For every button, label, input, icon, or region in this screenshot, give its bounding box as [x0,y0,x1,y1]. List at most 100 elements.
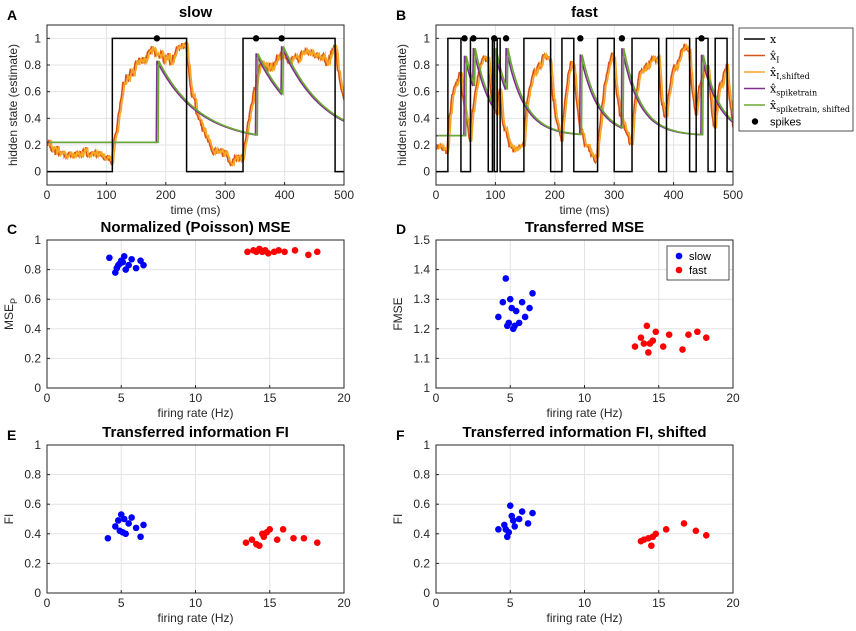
legend: slow fast [666,245,730,281]
scatter-point-fast [648,542,655,549]
x-tick-label: 10 [189,596,203,610]
panel-d: 0 5 10 15 20 1 1.1 1.2 1.3 1.4 1.5 firing rate (Hz)… [391,219,740,420]
scatter-point-fast [248,536,256,544]
scatter-point-slow [125,261,132,269]
panel-e: 0 5 10 15 20 0 0.2 0.4 0.6 0.8 1 firing rate (Hz) FI… [2,424,351,625]
x-tick-label: 200 [545,188,565,202]
hidden-state-line [47,37,344,173]
scatter-point-slow [112,523,119,530]
scatter-point-fast [244,248,251,256]
panel-f: 0 5 10 15 20 0 0.2 0.4 0.6 0.8 1 firing rate (Hz) FI… [391,424,740,625]
legend-marker-slow [675,252,683,260]
legend-spike-marker [751,118,759,125]
legend-label: fast [689,265,707,277]
scatter-point-fast [649,533,657,541]
scatter-point-slow [499,298,507,306]
scatter-point-slow [128,514,135,521]
scatter-point-fast [679,346,686,353]
x-tick-label: 0 [433,188,440,202]
legend-label-sub: I [776,56,779,65]
y-tick-label: 0 [34,381,41,395]
scatter-point-fast [662,526,670,533]
x-axis-label: firing rate (Hz) [157,611,233,625]
scatter-point-fast [702,531,710,539]
scatter-point-slow [106,254,113,262]
scatter-point-fast [659,343,667,350]
x-tick-label: 15 [263,391,277,405]
y-tick-label: 0.8 [413,468,430,482]
y-tick-label: 0.8 [24,263,41,277]
x-tick-label: 400 [275,188,295,202]
y-tick-label: 0.8 [24,468,41,482]
scatter-point-fast [257,247,265,254]
scatter-point-slow [511,322,519,330]
x-tick-label: 400 [664,188,684,202]
panel-title: Transferred information FI, shifted [462,424,706,441]
panel-title: Transferred MSE [525,219,644,236]
scatter-point-fast [665,331,673,339]
y-tick-label: 0.2 [24,556,41,570]
scatter-point-fast [645,349,652,356]
x-tick-label: 0 [44,188,51,202]
legend-label: spikes [770,117,802,129]
y-tick-label: 1 [423,438,430,452]
y-tick-label: 1 [34,31,41,45]
scatter-point-slow [509,517,517,524]
panel-a: 0 100 200 300 400 500 0 0.2 0.4 0.6 0.8 1 time (ms) h… [6,4,354,217]
y-tick-label: 0.2 [413,556,430,570]
scatter-point-fast [256,542,263,549]
panel-title: slow [179,4,213,21]
x-tick-label: 10 [189,391,203,405]
scatter-point-fast [313,539,321,546]
y-tick-label: 1.2 [413,322,430,336]
scatter-point-fast [685,331,692,339]
y-axis-label: MSEP [2,298,19,330]
y-tick-label: 0 [34,165,41,179]
x-axis-label: time (ms) [560,203,610,217]
scatter-point-fast [680,520,688,527]
x-tick-label: 500 [334,188,354,202]
panel-letter: C [7,221,17,237]
scatter-point-slow [511,523,519,530]
y-tick-label: 0.2 [24,138,41,152]
scatter-point-slow [521,313,529,321]
plot-area [106,245,321,276]
scatter-point-fast [300,534,308,542]
spike-marker [698,35,705,42]
scatter-point-fast [305,251,312,259]
y-tick-label: 0.4 [413,527,430,541]
legend-marker-fast [675,266,683,274]
y-axis-label: hidden state (estimate) [6,44,20,166]
x-tick-label: 300 [604,188,624,202]
scatter-point-slow [495,526,502,533]
x-axis-label: firing rate (Hz) [157,406,233,420]
legend-box [738,27,854,132]
x-axis-label: time (ms) [171,203,221,217]
panel-title: Transferred information FI [102,424,289,441]
x-tick-label: 0 [433,596,440,610]
x-tick-label: 20 [337,391,351,405]
x-tick-label: 5 [507,391,514,405]
y-tick-label: 0.4 [24,322,41,336]
hidden-state-line [436,37,733,173]
x-tick-label: 0 [44,596,51,610]
spike-marker [470,35,477,42]
scatter-point-slow [120,515,128,523]
x-tick-label: 0 [433,391,440,405]
legend-box [666,245,730,281]
scatter-point-slow [128,255,135,263]
scatter-point-fast [266,526,274,533]
scatter-point-fast [643,322,651,330]
x-tick-label: 15 [652,596,666,610]
scatter-point-slow [529,509,536,517]
legend-label: x̂I [770,50,779,65]
legend-label: slow [689,251,711,263]
y-tick-label: 0.4 [413,111,430,125]
y-tick-label: 1.4 [413,263,430,277]
y-axis-label-sub: P [9,298,19,304]
axes-frame [46,444,345,594]
y-tick-label: 0 [34,586,41,600]
panel-title: Normalized (Poisson) MSE [100,219,290,236]
scatter-point-fast [313,248,321,256]
scatter-point-slow [104,534,112,542]
